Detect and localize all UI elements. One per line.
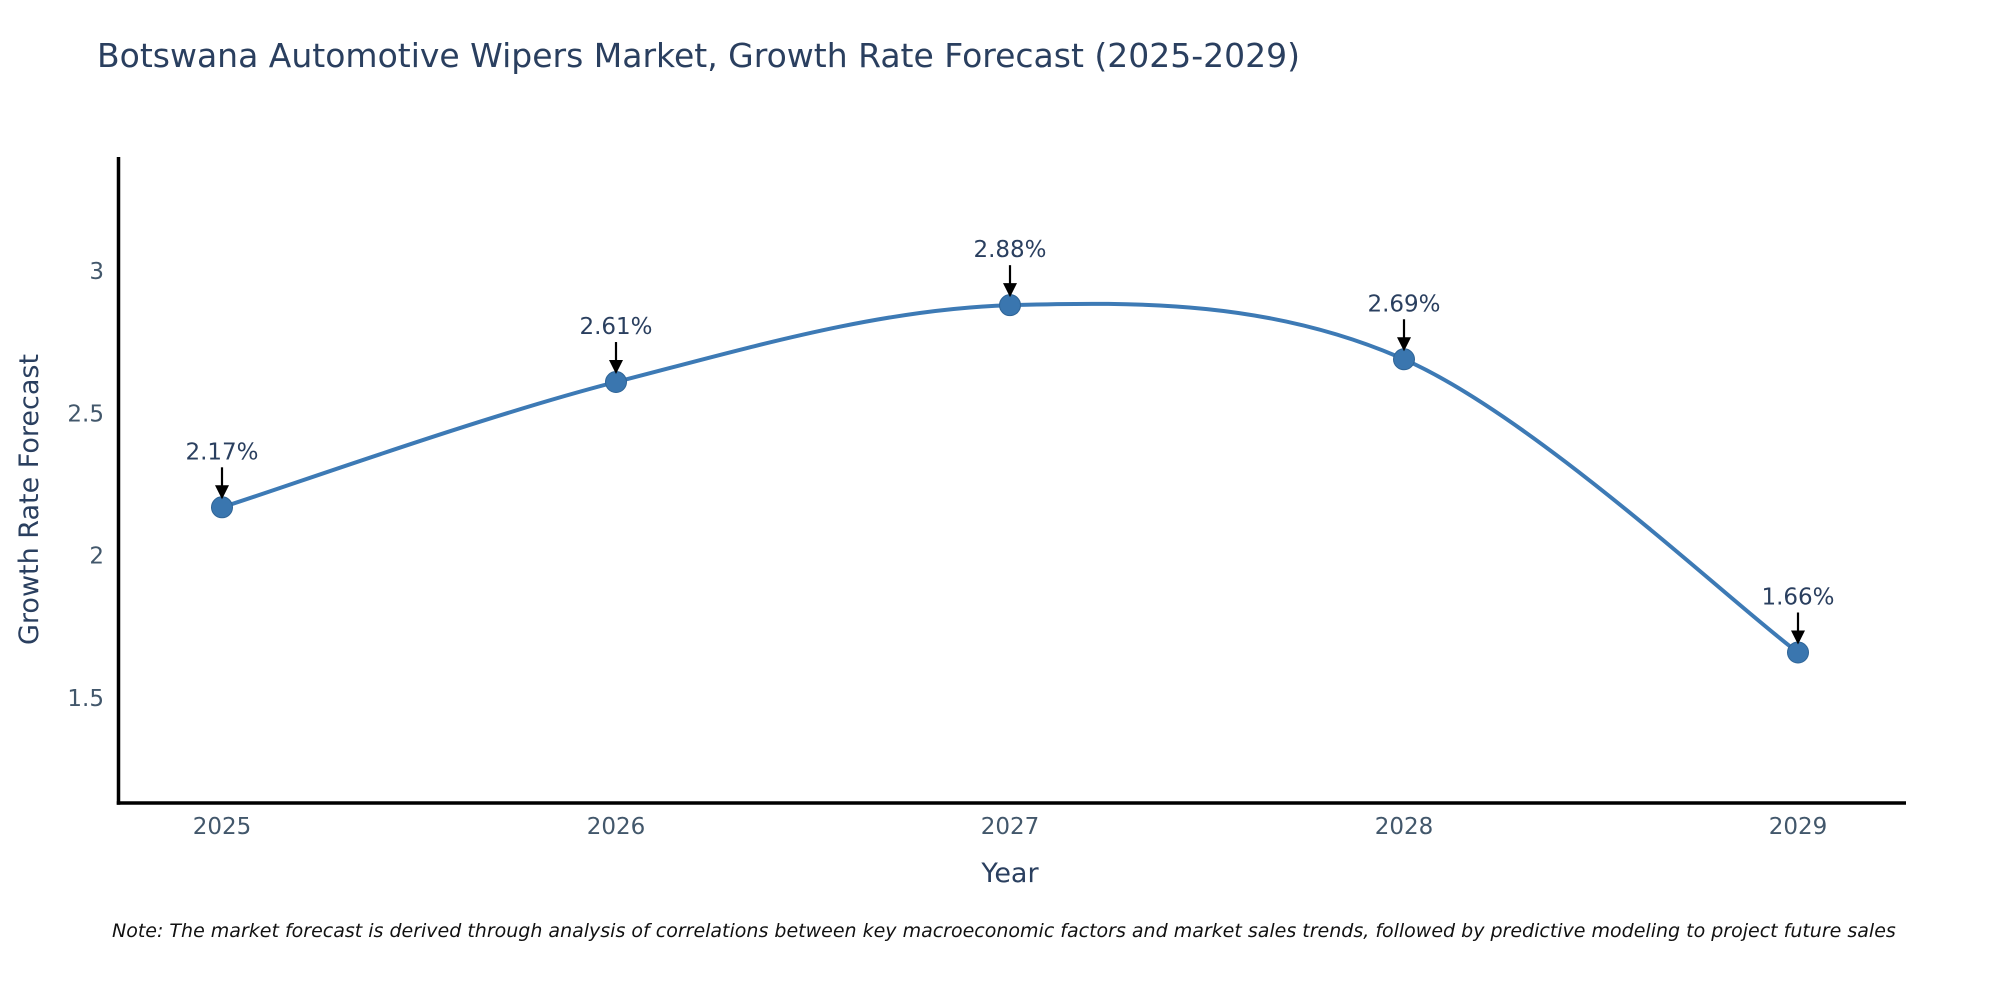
y-tick-label: 1.5 [67, 686, 104, 712]
series-line [220, 301, 1800, 655]
annotation-arrowhead-icon [1791, 630, 1805, 645]
x-tick-label: 2027 [981, 814, 1040, 840]
y-tick-label: 2.5 [67, 401, 104, 427]
data-point-marker [999, 294, 1021, 317]
annotation-arrowhead-icon [609, 360, 623, 375]
x-axis-title: Year [981, 858, 1039, 889]
annotation-arrowhead-icon [215, 485, 229, 500]
data-point-marker [1393, 348, 1415, 371]
point-value-label: 2.17% [185, 439, 258, 465]
y-axis-title: Growth Rate Forecast [14, 353, 45, 645]
chart-title: Botswana Automotive Wipers Market, Growt… [97, 36, 1301, 75]
data-point-marker [211, 496, 233, 519]
x-tick-label: 2025 [193, 814, 252, 840]
point-value-label: 2.88% [973, 237, 1046, 263]
y-tick-label: 3 [89, 259, 104, 285]
point-value-label: 2.69% [1367, 291, 1440, 317]
footnote: Note: The market forecast is derived thr… [112, 920, 1896, 942]
annotation-arrowhead-icon [1003, 283, 1017, 298]
x-tick-label: 2029 [1769, 814, 1828, 840]
data-point-marker [1787, 641, 1809, 664]
annotation-arrowhead-icon [1397, 337, 1411, 352]
y-tick-label: 2 [89, 544, 104, 570]
data-point-marker [605, 371, 627, 394]
x-tick-label: 2026 [587, 814, 646, 840]
point-value-label: 2.61% [579, 314, 652, 340]
x-tick-label: 2028 [1375, 814, 1434, 840]
point-value-label: 1.66% [1761, 584, 1834, 610]
